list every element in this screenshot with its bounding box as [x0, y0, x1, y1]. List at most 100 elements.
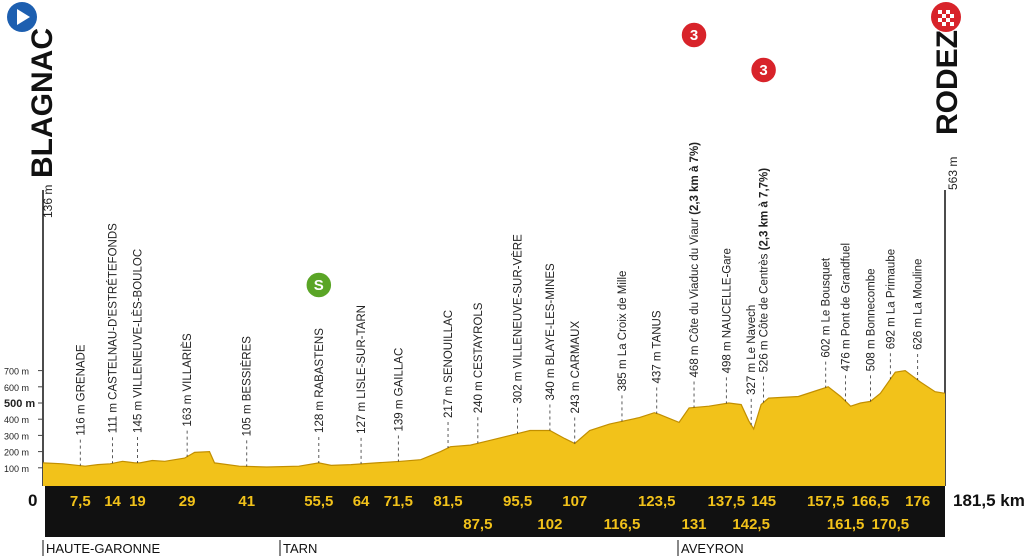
waypoint-label: 163 m VILLARIÈS — [181, 333, 194, 427]
x-tick-label: 161,5 — [827, 516, 865, 533]
start-icon-arrow — [17, 9, 30, 25]
waypoint-label: 498 m NAUCELLE-Gare — [721, 248, 733, 373]
y-tick-label: 600 m — [4, 383, 29, 393]
waypoint-name: 437 m TANUS — [652, 310, 664, 383]
department-name: TARN — [283, 541, 317, 556]
waypoint-label: 145 m VILLENEUVE-LÈS-BOULOC — [131, 249, 144, 433]
x-tick-label: 7,5 — [70, 493, 91, 510]
start-altitude: 136 m — [41, 185, 55, 218]
waypoint-label: 240 m CESTAYROLS — [473, 302, 485, 413]
x-tick-label: 157,5 — [807, 493, 845, 510]
waypoint-name: 128 m RABASTENS — [314, 328, 326, 433]
waypoint-label: 508 m Bonnecombe — [865, 268, 877, 371]
km-band — [45, 486, 945, 537]
start-name: BLAGNAC — [26, 28, 59, 178]
waypoint-name: 468 m Côte du Viaduc du Viaur — [689, 218, 701, 378]
x-tick-label: 166,5 — [852, 493, 890, 510]
x-tick-label: 81,5 — [433, 493, 462, 510]
y-tick-label: 100 m — [4, 464, 29, 474]
icon-label: S — [314, 277, 324, 294]
waypoint-label: 626 m La Mouline — [913, 259, 925, 350]
waypoint-label: 111 m CASTELNAU-D'ESTRÉTEFONDS — [107, 223, 120, 433]
x-tick-label: 142,5 — [732, 516, 770, 533]
waypoint-name: 145 m VILLENEUVE-LÈS-BOULOC — [131, 249, 144, 433]
waypoint-name: 243 m CARMAUX — [570, 321, 582, 414]
sprint-icon — [305, 271, 333, 299]
waypoint-name: 526 m Côte de Centrès — [759, 253, 771, 372]
waypoint-label: 302 m VILLENEUVE-SUR-VÈRE — [512, 234, 525, 404]
waypoint-name: 105 m BESSIÈRES — [241, 336, 254, 437]
icon-label: 3 — [690, 27, 698, 44]
x-tick-label: 123,5 — [638, 493, 676, 510]
x-tick-label: 131 — [682, 516, 707, 533]
waypoint-name: 340 m BLAYE-LES-MINES — [545, 263, 557, 401]
waypoint-name: 508 m Bonnecombe — [865, 268, 877, 371]
waypoint-label: 116 m GRENADE — [75, 344, 87, 436]
climb-icon — [680, 21, 708, 49]
x-tick-label: 55,5 — [304, 493, 333, 510]
waypoint-label: 243 m CARMAUX — [570, 321, 582, 414]
waypoint-name: 602 m Le Bousquet — [821, 257, 833, 358]
waypoint-name: 476 m Pont de Grandfuel — [841, 243, 853, 372]
x-tick-label: 137,5 — [708, 493, 746, 510]
icon-label: 3 — [759, 62, 767, 79]
x-tick-label: 19 — [129, 493, 146, 510]
y-tick-label: 200 m — [4, 448, 29, 458]
climb-icon — [749, 56, 778, 84]
waypoint-label: 139 m GAILLAC — [393, 348, 405, 432]
waypoint-name: 240 m CESTAYROLS — [473, 302, 485, 413]
waypoint-name: 139 m GAILLAC — [393, 348, 405, 432]
y-tick-label: 300 m — [4, 431, 29, 441]
area-base — [43, 484, 945, 486]
waypoint-label: 602 m Le Bousquet — [821, 257, 833, 358]
waypoint-label: 128 m RABASTENS — [314, 328, 326, 433]
waypoint-detail: (2,3 km à 7%) — [689, 142, 701, 215]
x-tick-label: 29 — [179, 493, 196, 510]
x-tick-label: 64 — [353, 493, 370, 510]
waypoint-name: 163 m VILLARIÈS — [181, 333, 194, 427]
y-tick-label: 400 m — [4, 415, 29, 425]
finish-icon-flag — [938, 10, 954, 26]
x-tick-label: 145 — [751, 493, 776, 510]
waypoint-name: 217 m SENOUILLAC — [443, 310, 455, 418]
waypoint-label: 340 m BLAYE-LES-MINES — [545, 263, 557, 401]
waypoint-detail: (2,3 km à 7,7%) — [759, 168, 771, 251]
x-tick-label: 95,5 — [503, 493, 532, 510]
profile-line — [42, 369, 946, 468]
waypoint-name: 327 m Le Navech — [746, 305, 758, 395]
finish-name: RODEZ — [931, 30, 964, 135]
waypoint-label: 217 m SENOUILLAC — [443, 310, 455, 418]
finish-altitude: 563 m — [946, 157, 960, 190]
waypoint-name: 692 m La Primaube — [885, 249, 897, 349]
x-tick-label: 87,5 — [463, 516, 492, 533]
waypoint-name: 127 m LISLE-SUR-TARN — [356, 305, 368, 434]
waypoint-name: 626 m La Mouline — [913, 259, 925, 350]
waypoint-label: 692 m La Primaube — [885, 249, 897, 349]
x-tick-label: 0 — [28, 491, 37, 510]
waypoint-label: 327 m Le Navech — [746, 305, 758, 395]
y-tick-label: 500 m — [4, 398, 35, 410]
waypoint-label: 385 m La Croix de Mille — [617, 271, 629, 392]
waypoint-label: 105 m BESSIÈRES — [241, 336, 254, 437]
department-name: AVEYRON — [681, 541, 744, 556]
waypoint-label: 476 m Pont de Grandfuel — [841, 243, 853, 372]
x-tick-label: 116,5 — [604, 516, 641, 533]
waypoint-name: 302 m VILLENEUVE-SUR-VÈRE — [512, 234, 525, 404]
waypoint-label: 526 m Côte de Centrès (2,3 km à 7,7%) — [759, 168, 771, 373]
waypoint-name: 116 m GRENADE — [75, 344, 87, 436]
profile-area — [43, 370, 945, 484]
x-tick-label: 170,5 — [872, 516, 910, 533]
x-tick-label: 176 — [905, 493, 930, 510]
waypoint-name: 498 m NAUCELLE-Gare — [721, 248, 733, 373]
waypoint-label: 127 m LISLE-SUR-TARN — [356, 305, 368, 434]
waypoint-name: 385 m La Croix de Mille — [617, 271, 629, 392]
waypoint-label: 468 m Côte du Viaduc du Viaur (2,3 km à … — [689, 142, 701, 378]
x-tick-label: 71,5 — [384, 493, 413, 510]
waypoint-label: 437 m TANUS — [652, 310, 664, 383]
x-tick-label: 107 — [562, 493, 587, 510]
x-tick-label: 41 — [238, 493, 255, 510]
department-name: HAUTE-GARONNE — [46, 541, 160, 556]
x-tick-label: 181,5 km — [953, 491, 1024, 510]
